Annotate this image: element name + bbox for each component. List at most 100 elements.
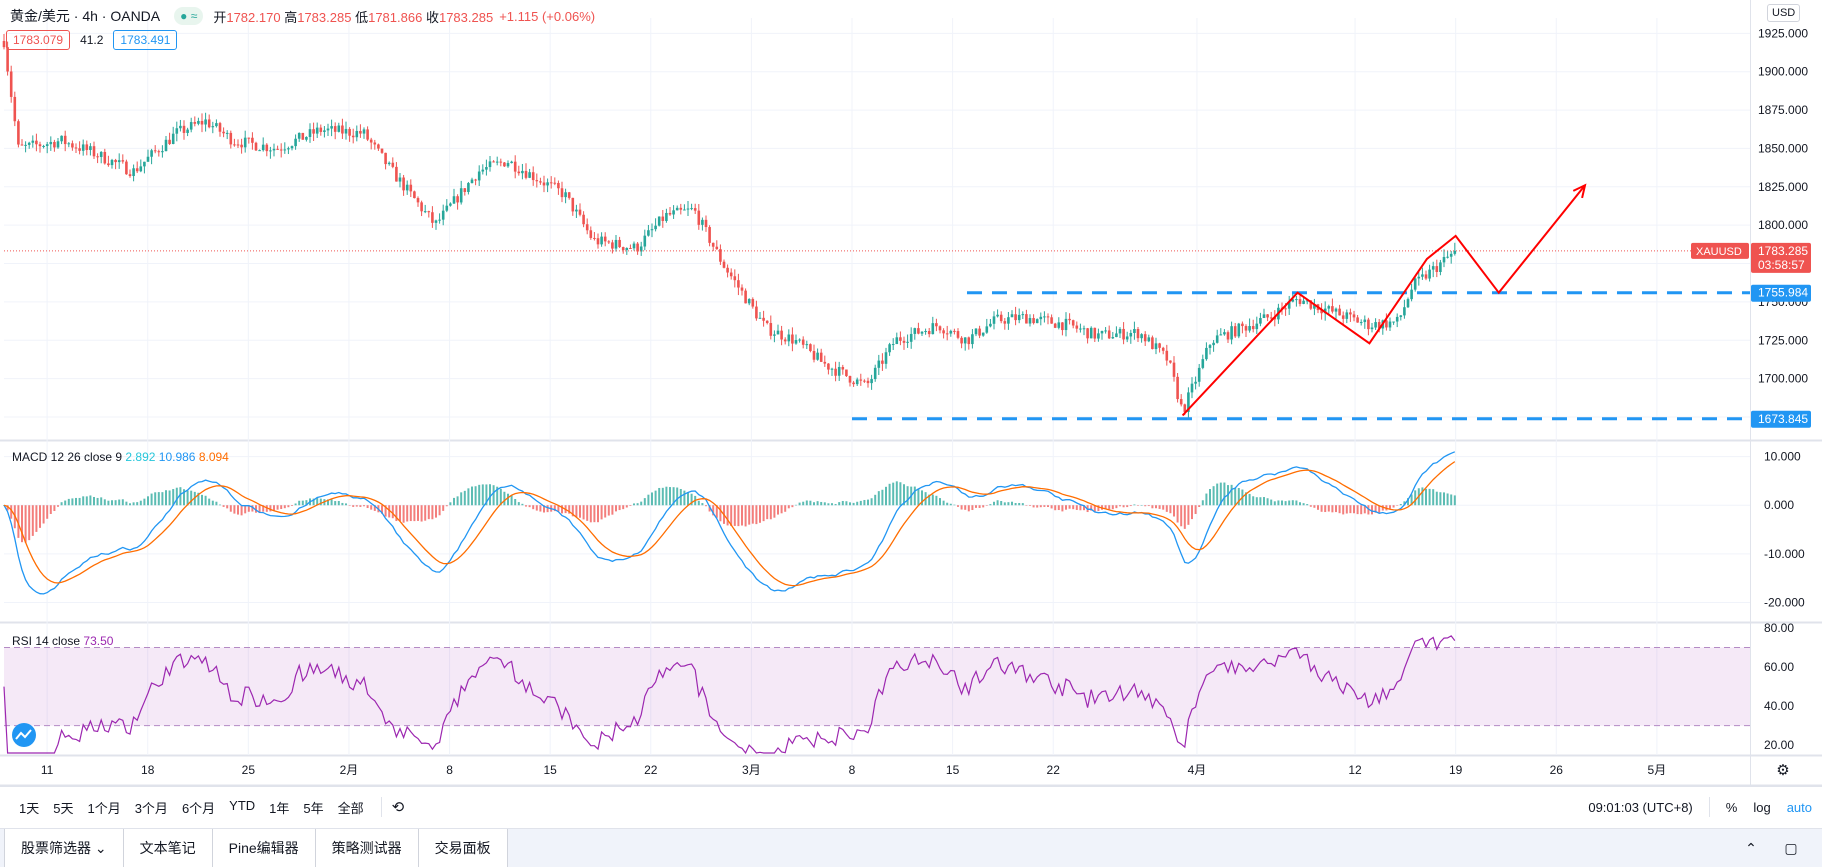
candle-body — [1208, 345, 1212, 348]
macd-hist-bar — [651, 492, 653, 506]
bottom-tab-2[interactable]: Pine编辑器 — [212, 829, 316, 867]
macd-hist-bar — [211, 500, 214, 506]
macd-hist-bar — [1122, 505, 1125, 508]
candle-body — [135, 168, 139, 172]
macd-hist-bar — [1342, 505, 1345, 515]
candle-body — [463, 188, 467, 192]
macd-hist-bar — [388, 505, 391, 518]
macd-hist-bar — [827, 503, 830, 506]
candle-body — [618, 239, 621, 248]
range-button-1[interactable]: 5天 — [53, 800, 74, 816]
macd-hist-bar — [114, 500, 117, 506]
macd-hist-bar — [348, 505, 351, 506]
bottom-tab-4[interactable]: 交易面板 — [418, 829, 508, 867]
macd-hist-bar — [1047, 505, 1049, 508]
macd-hist-bar — [474, 486, 477, 506]
currency-badge[interactable]: USD — [1767, 4, 1801, 22]
candle-body — [665, 212, 668, 221]
chevron-up-icon[interactable]: ⌃ — [1745, 839, 1757, 856]
range-button-4[interactable]: 6个月 — [181, 800, 216, 816]
macd-hist-bar — [391, 505, 394, 519]
macd-hist-bar — [640, 501, 643, 506]
macd-hist-bar — [877, 491, 880, 506]
candle-body — [1291, 299, 1295, 302]
candle-body — [409, 184, 413, 192]
macd-hist-bar — [1234, 487, 1237, 506]
macd-hist-bar — [1068, 505, 1071, 509]
candle-body — [96, 156, 99, 158]
candle-body — [1215, 335, 1219, 343]
range-button-8[interactable]: 全部 — [337, 800, 364, 816]
rsi-tick-label: 20.00 — [1764, 738, 1794, 752]
candle-body — [693, 208, 697, 211]
candle-body — [189, 122, 193, 130]
range-button-5[interactable]: YTD — [229, 797, 256, 813]
candle-body — [333, 126, 337, 132]
candle-body — [1298, 299, 1302, 304]
candle-body — [1230, 326, 1233, 340]
macd-hist-bar — [971, 505, 974, 511]
macd-hist-bar — [327, 499, 329, 506]
macd-hist-bar — [982, 505, 985, 508]
candle-body — [1439, 262, 1442, 272]
candle-body — [859, 379, 863, 381]
log-toggle[interactable]: log — [1753, 799, 1771, 815]
candle-body — [359, 130, 362, 134]
sell-price-button[interactable]: 1783.079 — [6, 30, 71, 50]
candle-body — [539, 181, 542, 183]
macd-hist-bar — [1183, 505, 1186, 529]
macd-hist-bar — [856, 501, 859, 506]
percent-toggle[interactable]: % — [1725, 799, 1738, 815]
macd-hist-bar — [1324, 505, 1327, 513]
candle-body — [1374, 322, 1377, 328]
market-status-icon[interactable]: ● ≈ — [174, 7, 204, 25]
buy-price-button[interactable]: 1783.491 — [113, 30, 178, 50]
macd-hist-bar — [831, 503, 833, 506]
macd-hist-bar — [478, 484, 481, 506]
symbol-title[interactable]: 黄金/美元 · 4h · OANDA — [10, 8, 161, 24]
candle-body — [1151, 337, 1154, 350]
candle-body — [319, 127, 323, 132]
price-tick-label: 1850.000 — [1758, 141, 1808, 155]
macd-hist-bar — [427, 505, 430, 520]
macd-hist-bar — [21, 505, 23, 543]
toolbar-divider-right — [1708, 797, 1710, 817]
macd-hist-bar — [744, 505, 747, 527]
candle-body — [701, 219, 704, 225]
candle-body — [1327, 306, 1331, 309]
macd-hist-bar — [1165, 505, 1168, 512]
range-button-2[interactable]: 1个月 — [87, 800, 121, 816]
auto-toggle[interactable]: auto — [1786, 799, 1812, 815]
macd-hist-bar — [1011, 501, 1013, 506]
goto-date-icon[interactable]: ⟲ — [391, 799, 405, 816]
toolbar-divider — [380, 797, 382, 817]
settings-gear-icon[interactable]: ⚙ — [1776, 762, 1789, 779]
macd-hist-bar — [715, 505, 718, 518]
macd-hist-bar — [676, 487, 679, 506]
candle-body — [470, 179, 474, 184]
range-button-3[interactable]: 3个月 — [134, 800, 168, 816]
maximize-icon[interactable]: ▢ — [1784, 839, 1798, 856]
macd-hist-bar — [726, 505, 729, 526]
candle-body — [366, 129, 369, 140]
macd-hist-bar — [733, 505, 736, 526]
bottom-tab-1[interactable]: 文本笔记 — [123, 829, 213, 867]
bottom-tab-3[interactable]: 策略测试器 — [315, 829, 419, 867]
range-button-7[interactable]: 5年 — [303, 800, 324, 816]
clock-time[interactable]: 09:01:03 (UTC+8) — [1588, 799, 1693, 815]
candle-body — [369, 139, 373, 143]
macd-hist-bar — [121, 499, 124, 506]
level-low-badge: 1673.845 — [1751, 410, 1811, 428]
macd-hist-bar — [597, 505, 599, 523]
macd-hist-bar — [1187, 505, 1190, 525]
macd-hist-bar — [96, 497, 99, 506]
macd-hist-bar — [215, 501, 218, 506]
macd-tick-label: 0.000 — [1764, 498, 1794, 512]
range-button-0[interactable]: 1天 — [19, 800, 40, 816]
bottom-tab-0[interactable]: 股票筛选器 ⌄ — [4, 829, 124, 867]
macd-hist-bar — [431, 505, 434, 520]
candle-body — [1359, 322, 1363, 324]
range-button-6[interactable]: 1年 — [269, 800, 290, 816]
legend-header: 黄金/美元 · 4h · OANDA ● ≈ 开1782.170 高1783.2… — [10, 6, 595, 26]
